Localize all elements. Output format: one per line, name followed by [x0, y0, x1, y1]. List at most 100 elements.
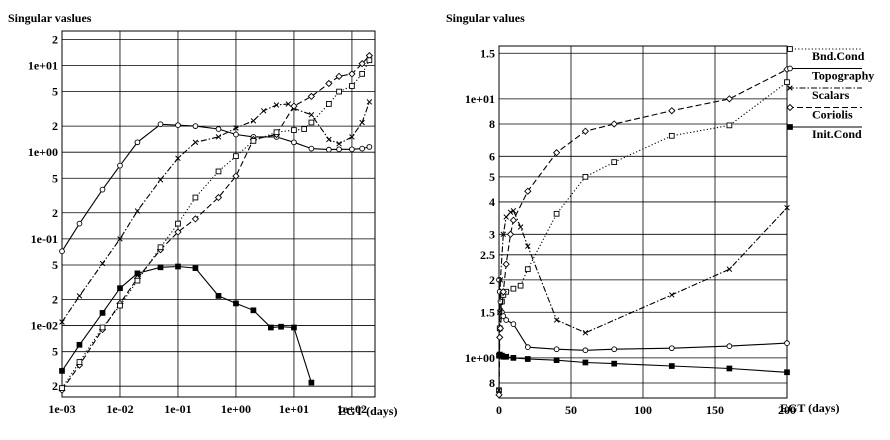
chart-right-data-point: [726, 343, 733, 349]
chart-left-data-point: [59, 319, 65, 325]
chart-left-data-point: [285, 101, 292, 107]
chart-left-data-point: [325, 79, 333, 88]
chart-left-data-point: [175, 220, 181, 227]
chart-left-data-point: [326, 146, 332, 153]
chart-left-x-tick-label: 1e-02: [106, 402, 133, 416]
chart-left-data-point: [214, 193, 223, 202]
legend-marker: [786, 103, 794, 112]
chart-right-series-init-cond: [496, 351, 790, 376]
chart-left-data-point: [76, 341, 83, 348]
legend-marker: [787, 85, 793, 91]
chart-left-data-point: [359, 145, 365, 152]
chart-left-x-tick-label: 1e+00: [221, 402, 251, 416]
chart-right-data-point: [611, 360, 618, 367]
chart-right-data-point: [668, 345, 675, 352]
chart-left-data-point: [349, 83, 355, 89]
chart-left-data-point: [260, 108, 267, 114]
chart-left-data-point: [76, 293, 83, 299]
chart-left-data-point: [134, 139, 141, 146]
chart-right-y-tick-label: 5: [489, 170, 495, 184]
chart-left-data-point: [348, 70, 356, 78]
chart-right-data-point: [552, 149, 561, 157]
chart-right-data-point: [495, 391, 503, 399]
chart-right-series-line: [498, 81, 788, 391]
chart-right-data-point: [500, 231, 507, 238]
chart-left-data-point: [59, 248, 65, 255]
chart-left-data-point: [157, 244, 164, 251]
chart-right-x-tick-label: 50: [565, 403, 577, 417]
legend-entry: Coriolis: [786, 103, 862, 122]
chart-left-data-point: [117, 285, 123, 292]
legend-marker: [787, 124, 793, 130]
chart-left-series-line: [61, 101, 370, 323]
chart-right-y-tick-label: 1.5: [480, 305, 495, 319]
chart-left-data-point: [192, 139, 199, 146]
chart-left-series-2: [58, 51, 374, 394]
chart-right-x-tick-label: 150: [706, 403, 724, 417]
chart-right-y-tick-label: 6: [489, 149, 495, 163]
legend-label: Coriolis: [812, 108, 853, 122]
chart-right-data-point: [784, 79, 790, 86]
chart-right-data-point: [668, 107, 676, 115]
chart-right-y-tick-label: 8: [489, 376, 495, 390]
chart-right-data-point: [726, 266, 733, 272]
chart-right-y-tick-label: 2.5: [480, 248, 495, 262]
chart-left-data-point: [326, 136, 332, 143]
chart-right-data-point: [784, 369, 790, 376]
chart-right-series-scalars: [496, 204, 790, 393]
chart-left-y-tick-label: 1e+01: [28, 58, 58, 72]
chart-left-data-point: [233, 300, 239, 307]
chart-left-data-point: [301, 126, 308, 132]
chart-left-data-point: [191, 215, 200, 223]
chart-right-series-line: [498, 207, 788, 391]
chart-left-data-point: [175, 263, 181, 270]
chart-left-data-point: [157, 121, 164, 128]
chart-right-data-point: [524, 356, 531, 362]
chart-right-data-point: [610, 120, 618, 128]
chart-left-data-point: [366, 144, 373, 150]
chart-right-data-point: [553, 210, 560, 217]
chart-right-legend: Bnd.Cond Topography Scalars Coriolis Init.Co…: [786, 46, 874, 141]
chart-right-y-axis-label: Singular values: [446, 11, 525, 25]
chart-right-data-point: [553, 357, 560, 364]
chart-left-data-point: [117, 236, 123, 242]
chart-left-y-axis-label: Singular vaslues: [8, 11, 92, 25]
legend-entry: Topography: [787, 65, 874, 83]
chart-left-data-point: [308, 119, 315, 126]
chart-left-data-point: [291, 139, 297, 146]
chart-left-data-point: [117, 162, 123, 169]
chart-right-data-point: [725, 95, 734, 103]
chart-right-data-point: [581, 127, 590, 135]
chart-left-data-point: [336, 141, 342, 147]
chart-left-data-point: [366, 99, 373, 105]
chart-left-data-point: [308, 112, 315, 118]
chart-right-y-tick-label: 4: [489, 195, 495, 209]
chart-left-data-point: [134, 208, 141, 214]
chart-left-data-point: [232, 172, 240, 180]
chart-left-data-point: [250, 138, 257, 144]
chart-right-data-point: [497, 277, 504, 283]
chart-left-data-point: [291, 127, 297, 133]
chart-left-data-point: [349, 134, 355, 140]
legend-label: Topography: [812, 69, 874, 83]
chart-left-data-point: [290, 102, 298, 110]
chart-right-data-point: [503, 353, 510, 360]
chart-right-data-point: [496, 333, 504, 342]
chart-left-x-axis-label: EGT (days): [338, 404, 397, 418]
legend-label: Bnd.Cond: [812, 49, 865, 63]
chart-left-data-point: [291, 324, 297, 331]
chart-left-data-point: [278, 323, 284, 330]
chart-left-series-0: [59, 121, 373, 255]
chart-right-series-line: [498, 68, 788, 395]
chart-left-data-point: [192, 123, 199, 129]
chart-right-data-point: [669, 292, 675, 298]
chart-right-data-point: [524, 187, 532, 195]
chart-right-data-point: [784, 204, 790, 211]
chart-left-data-point: [175, 155, 181, 162]
chart-left-series-line: [61, 55, 370, 391]
chart-left-data-point: [307, 92, 316, 101]
chart-left-data-point: [59, 368, 65, 374]
chart-right-data-point: [611, 159, 618, 165]
